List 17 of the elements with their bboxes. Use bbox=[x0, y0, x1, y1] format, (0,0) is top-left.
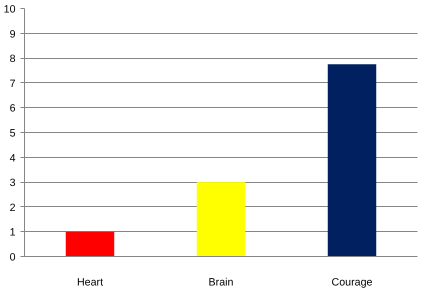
bar bbox=[66, 232, 114, 256]
y-tick-label: 5 bbox=[10, 128, 16, 140]
y-tick-label: 0 bbox=[10, 252, 16, 264]
x-tick-label: Brain bbox=[208, 276, 234, 288]
y-tick-label: 7 bbox=[10, 78, 16, 90]
y-tick-label: 3 bbox=[10, 177, 16, 190]
y-tick-label: 4 bbox=[10, 152, 16, 164]
x-tick-label: Heart bbox=[76, 276, 104, 288]
y-tick-label: 2 bbox=[10, 202, 16, 214]
y-tick-label: 1 bbox=[10, 226, 16, 239]
x-tick-label: Courage bbox=[332, 276, 373, 288]
y-tick-label: 9 bbox=[10, 28, 16, 40]
bar bbox=[196, 182, 246, 256]
bar bbox=[328, 64, 376, 256]
y-tick-label: 6 bbox=[10, 102, 16, 115]
y-tick-label: 8 bbox=[10, 53, 16, 66]
y-tick-label: 10 bbox=[4, 4, 16, 16]
